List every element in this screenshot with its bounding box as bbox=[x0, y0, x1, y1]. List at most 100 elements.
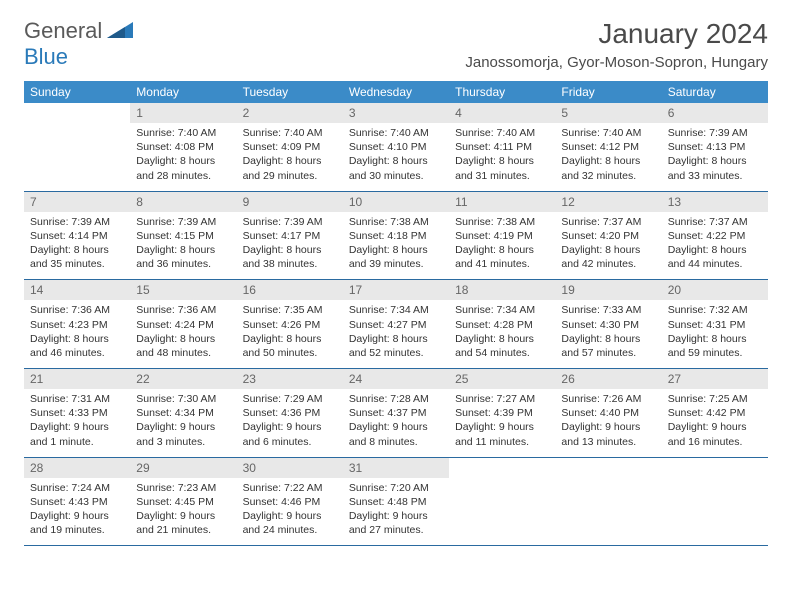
day-content: Sunrise: 7:20 AMSunset: 4:48 PMDaylight:… bbox=[343, 478, 449, 546]
day-content bbox=[555, 464, 661, 520]
day-info-line: Daylight: 8 hours bbox=[455, 243, 549, 257]
day-number-cell: 1 Sunrise: 7:40 AMSunset: 4:08 PMDaylight… bbox=[130, 103, 236, 191]
day-number-cell bbox=[555, 457, 661, 546]
day-content: Sunrise: 7:34 AMSunset: 4:28 PMDaylight:… bbox=[449, 300, 555, 368]
day-number-cell: 17Sunrise: 7:34 AMSunset: 4:27 PMDayligh… bbox=[343, 280, 449, 369]
day-info-line: Daylight: 8 hours bbox=[349, 154, 443, 168]
day-number-cell: 16Sunrise: 7:35 AMSunset: 4:26 PMDayligh… bbox=[237, 280, 343, 369]
day-info-line: Sunset: 4:20 PM bbox=[561, 229, 655, 243]
day-info-line: Daylight: 8 hours bbox=[30, 243, 124, 257]
day-number-cell: 6Sunrise: 7:39 AMSunset: 4:13 PMDaylight… bbox=[662, 103, 768, 191]
day-content: Sunrise: 7:28 AMSunset: 4:37 PMDaylight:… bbox=[343, 389, 449, 457]
day-info-line: and 28 minutes. bbox=[136, 169, 230, 183]
day-info-line: Sunset: 4:18 PM bbox=[349, 229, 443, 243]
day-info-line: Sunset: 4:31 PM bbox=[668, 318, 762, 332]
day-info-line: and 33 minutes. bbox=[668, 169, 762, 183]
day-content: Sunrise: 7:37 AMSunset: 4:20 PMDaylight:… bbox=[555, 212, 661, 280]
day-content: Sunrise: 7:40 AMSunset: 4:11 PMDaylight:… bbox=[449, 123, 555, 191]
day-content: Sunrise: 7:36 AMSunset: 4:23 PMDaylight:… bbox=[24, 300, 130, 368]
day-info-line: Daylight: 9 hours bbox=[30, 420, 124, 434]
day-content bbox=[449, 464, 555, 520]
day-number: 1 bbox=[130, 103, 236, 123]
day-info-line: Sunset: 4:27 PM bbox=[349, 318, 443, 332]
day-content: Sunrise: 7:29 AMSunset: 4:36 PMDaylight:… bbox=[237, 389, 343, 457]
day-number: 9 bbox=[237, 192, 343, 212]
day-info-line: Sunrise: 7:40 AM bbox=[349, 126, 443, 140]
day-number-cell: 31Sunrise: 7:20 AMSunset: 4:48 PMDayligh… bbox=[343, 457, 449, 546]
day-info-line: Sunset: 4:42 PM bbox=[668, 406, 762, 420]
day-content: Sunrise: 7:38 AMSunset: 4:19 PMDaylight:… bbox=[449, 212, 555, 280]
day-info-line: Sunset: 4:39 PM bbox=[455, 406, 549, 420]
day-info-line: Daylight: 9 hours bbox=[136, 420, 230, 434]
day-content bbox=[662, 464, 768, 520]
day-info-line: Daylight: 8 hours bbox=[243, 332, 337, 346]
day-content: Sunrise: 7:33 AMSunset: 4:30 PMDaylight:… bbox=[555, 300, 661, 368]
day-number-cell: 8Sunrise: 7:39 AMSunset: 4:15 PMDaylight… bbox=[130, 191, 236, 280]
day-info-line: Sunrise: 7:25 AM bbox=[668, 392, 762, 406]
day-info-line: Sunset: 4:33 PM bbox=[30, 406, 124, 420]
day-info-line: Sunrise: 7:32 AM bbox=[668, 303, 762, 317]
day-info-line: and 3 minutes. bbox=[136, 435, 230, 449]
day-info-line: Sunrise: 7:27 AM bbox=[455, 392, 549, 406]
day-info-line: Daylight: 8 hours bbox=[136, 243, 230, 257]
day-info-line: Sunset: 4:22 PM bbox=[668, 229, 762, 243]
day-info-line: and 52 minutes. bbox=[349, 346, 443, 360]
day-number-cell: 12Sunrise: 7:37 AMSunset: 4:20 PMDayligh… bbox=[555, 191, 661, 280]
dow-monday: Monday bbox=[130, 81, 236, 103]
day-number: 12 bbox=[555, 192, 661, 212]
day-number: 28 bbox=[24, 458, 130, 478]
day-info-line: Daylight: 8 hours bbox=[561, 243, 655, 257]
day-number: 11 bbox=[449, 192, 555, 212]
day-content: Sunrise: 7:38 AMSunset: 4:18 PMDaylight:… bbox=[343, 212, 449, 280]
day-number-cell: 3Sunrise: 7:40 AMSunset: 4:10 PMDaylight… bbox=[343, 103, 449, 191]
day-info-line: and 38 minutes. bbox=[243, 257, 337, 271]
day-info-line: Sunrise: 7:40 AM bbox=[136, 126, 230, 140]
day-info-line: Daylight: 8 hours bbox=[349, 332, 443, 346]
day-info-line: and 31 minutes. bbox=[455, 169, 549, 183]
day-info-line: and 6 minutes. bbox=[243, 435, 337, 449]
day-info-line: Sunset: 4:14 PM bbox=[30, 229, 124, 243]
logo-text: General Blue bbox=[24, 18, 133, 70]
day-content: Sunrise: 7:39 AMSunset: 4:17 PMDaylight:… bbox=[237, 212, 343, 280]
day-info-line: Sunset: 4:08 PM bbox=[136, 140, 230, 154]
day-content: Sunrise: 7:27 AMSunset: 4:39 PMDaylight:… bbox=[449, 389, 555, 457]
day-info-line: Sunrise: 7:30 AM bbox=[136, 392, 230, 406]
day-info-line: Sunrise: 7:24 AM bbox=[30, 481, 124, 495]
day-info-line: Sunset: 4:13 PM bbox=[668, 140, 762, 154]
day-info-line: Sunset: 4:48 PM bbox=[349, 495, 443, 509]
week-number-row: 28Sunrise: 7:24 AMSunset: 4:43 PMDayligh… bbox=[24, 457, 768, 546]
day-info-line: and 19 minutes. bbox=[30, 523, 124, 537]
day-info-line: Daylight: 9 hours bbox=[668, 420, 762, 434]
day-number: 19 bbox=[555, 280, 661, 300]
logo-word-blue: Blue bbox=[24, 44, 68, 69]
day-info-line: Sunset: 4:19 PM bbox=[455, 229, 549, 243]
logo-triangle-icon bbox=[107, 22, 133, 38]
day-info-line: Sunset: 4:28 PM bbox=[455, 318, 549, 332]
day-info-line: and 32 minutes. bbox=[561, 169, 655, 183]
day-number-cell: 11Sunrise: 7:38 AMSunset: 4:19 PMDayligh… bbox=[449, 191, 555, 280]
day-info-line: and 29 minutes. bbox=[243, 169, 337, 183]
day-info-line: Daylight: 8 hours bbox=[561, 154, 655, 168]
day-number: 14 bbox=[24, 280, 130, 300]
title-block: January 2024 Janossomorja, Gyor-Moson-So… bbox=[465, 18, 768, 71]
day-number-cell: 21Sunrise: 7:31 AMSunset: 4:33 PMDayligh… bbox=[24, 369, 130, 458]
day-info-line: Daylight: 8 hours bbox=[349, 243, 443, 257]
day-info-line: Daylight: 8 hours bbox=[136, 154, 230, 168]
day-info-line: and 11 minutes. bbox=[455, 435, 549, 449]
week-number-row: 7Sunrise: 7:39 AMSunset: 4:14 PMDaylight… bbox=[24, 191, 768, 280]
day-info-line: Sunrise: 7:39 AM bbox=[243, 215, 337, 229]
day-info-line: Sunrise: 7:38 AM bbox=[349, 215, 443, 229]
day-content: Sunrise: 7:22 AMSunset: 4:46 PMDaylight:… bbox=[237, 478, 343, 546]
day-info-line: Daylight: 8 hours bbox=[136, 332, 230, 346]
day-info-line: Sunset: 4:24 PM bbox=[136, 318, 230, 332]
day-number-cell: 14Sunrise: 7:36 AMSunset: 4:23 PMDayligh… bbox=[24, 280, 130, 369]
day-info-line: Daylight: 9 hours bbox=[243, 509, 337, 523]
day-info-line: Sunset: 4:23 PM bbox=[30, 318, 124, 332]
day-number-cell: 19Sunrise: 7:33 AMSunset: 4:30 PMDayligh… bbox=[555, 280, 661, 369]
day-info-line: and 41 minutes. bbox=[455, 257, 549, 271]
dow-wednesday: Wednesday bbox=[343, 81, 449, 103]
day-number-cell: 27Sunrise: 7:25 AMSunset: 4:42 PMDayligh… bbox=[662, 369, 768, 458]
day-number: 24 bbox=[343, 369, 449, 389]
day-info-line: and 13 minutes. bbox=[561, 435, 655, 449]
day-content: Sunrise: 7:24 AMSunset: 4:43 PMDaylight:… bbox=[24, 478, 130, 546]
